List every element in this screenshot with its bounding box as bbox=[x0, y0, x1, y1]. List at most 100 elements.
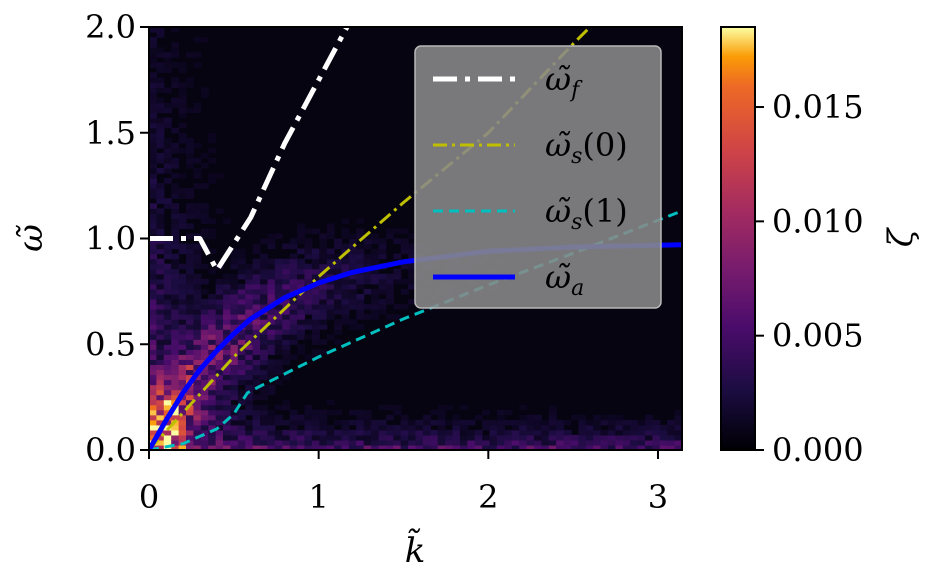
heatmap-cell bbox=[149, 137, 157, 144]
heatmap-cell bbox=[289, 339, 298, 345]
heatmap-cell bbox=[260, 258, 269, 265]
heatmap-cell bbox=[156, 444, 165, 450]
heatmap-cell bbox=[445, 429, 454, 436]
heatmap-cell bbox=[171, 268, 180, 275]
heatmap-cell bbox=[452, 434, 461, 441]
heatmap-cell bbox=[408, 298, 417, 305]
heatmap-cell bbox=[245, 384, 254, 391]
heatmap-cell bbox=[593, 444, 602, 450]
heatmap-cell bbox=[163, 198, 172, 204]
heatmap-cell bbox=[186, 268, 195, 275]
heatmap-cell bbox=[289, 243, 298, 250]
heatmap-cell bbox=[593, 414, 602, 421]
heatmap-cell bbox=[311, 339, 320, 345]
heatmap-cell bbox=[215, 319, 224, 325]
heatmap-cell bbox=[149, 419, 157, 426]
heatmap-cell bbox=[282, 354, 291, 360]
heatmap-cell bbox=[652, 439, 661, 446]
heatmap-cell bbox=[267, 233, 276, 240]
heatmap-cell bbox=[400, 434, 409, 441]
heatmap-cell bbox=[237, 359, 246, 365]
heatmap-cell bbox=[245, 288, 254, 295]
heatmap-cell bbox=[267, 293, 276, 300]
heatmap-cell bbox=[282, 329, 291, 335]
heatmap-cell bbox=[459, 429, 468, 436]
heatmap-cell bbox=[297, 444, 306, 450]
heatmap-cell bbox=[186, 298, 195, 305]
heatmap-cell bbox=[548, 429, 557, 436]
heatmap-cell bbox=[385, 314, 394, 320]
heatmap-cell bbox=[156, 47, 165, 53]
heatmap-cell bbox=[363, 233, 372, 240]
heatmap-cell bbox=[334, 293, 343, 300]
heatmap-cell bbox=[163, 364, 172, 371]
heatmap-cell bbox=[363, 429, 372, 436]
heatmap-cell bbox=[230, 349, 239, 355]
heatmap-cell bbox=[149, 72, 157, 78]
heatmap-cell bbox=[171, 127, 180, 134]
heatmap-cell bbox=[282, 434, 291, 441]
heatmap-cell bbox=[178, 359, 187, 365]
heatmap-cell bbox=[282, 359, 291, 365]
heatmap-cell bbox=[178, 97, 187, 104]
heatmap-cell bbox=[193, 424, 202, 431]
heatmap-cell bbox=[341, 283, 350, 290]
heatmap-cell bbox=[149, 303, 157, 310]
heatmap-cell bbox=[393, 273, 402, 280]
heatmap-cell bbox=[326, 228, 335, 235]
heatmap-cell bbox=[200, 183, 209, 189]
heatmap-cell bbox=[371, 434, 380, 441]
heatmap-cell bbox=[260, 354, 269, 360]
heatmap-cell bbox=[186, 273, 195, 280]
heatmap-cell bbox=[163, 434, 172, 441]
heatmap-cell bbox=[311, 298, 320, 305]
heatmap-cell bbox=[156, 404, 165, 411]
heatmap-cell bbox=[260, 409, 269, 416]
heatmap-cell bbox=[163, 334, 172, 340]
heatmap-cell bbox=[311, 288, 320, 295]
heatmap-cell bbox=[215, 278, 224, 285]
heatmap-cell bbox=[208, 394, 217, 401]
heatmap-cell bbox=[304, 303, 313, 310]
heatmap-cell bbox=[400, 439, 409, 446]
heatmap-cell bbox=[163, 399, 172, 406]
heatmap-cell bbox=[200, 298, 209, 305]
heatmap-cell bbox=[526, 434, 535, 441]
heatmap-cell bbox=[149, 82, 157, 89]
heatmap-cell bbox=[200, 379, 209, 386]
heatmap-cell bbox=[274, 329, 283, 335]
heatmap-cell bbox=[193, 374, 202, 381]
heatmap-cell bbox=[326, 439, 335, 446]
heatmap-cell bbox=[378, 288, 387, 295]
heatmap-cell bbox=[186, 344, 195, 350]
heatmap-cell bbox=[267, 364, 276, 371]
heatmap-cell bbox=[186, 444, 195, 450]
heatmap-cell bbox=[163, 162, 172, 169]
heatmap-cell bbox=[223, 379, 232, 386]
heatmap-cell bbox=[193, 439, 202, 446]
heatmap-cell bbox=[267, 238, 276, 245]
heatmap-cell bbox=[371, 429, 380, 436]
heatmap-cell bbox=[230, 339, 239, 345]
heatmap-cell bbox=[297, 349, 306, 355]
y-tick-label: 2.0 bbox=[85, 8, 136, 46]
heatmap-cell bbox=[208, 268, 217, 275]
heatmap-cell bbox=[208, 419, 217, 426]
heatmap-cell bbox=[578, 414, 587, 421]
heatmap-cell bbox=[149, 329, 157, 335]
heatmap-cell bbox=[186, 369, 195, 376]
heatmap-cell bbox=[415, 444, 424, 450]
heatmap-cell bbox=[156, 87, 165, 94]
heatmap-cell bbox=[363, 258, 372, 265]
heatmap-cell bbox=[178, 92, 187, 99]
heatmap-cell bbox=[156, 293, 165, 300]
heatmap-cell bbox=[282, 243, 291, 250]
heatmap-cell bbox=[237, 339, 246, 345]
heatmap-cell bbox=[267, 384, 276, 391]
heatmap-cell bbox=[363, 424, 372, 431]
heatmap-cell bbox=[149, 77, 157, 83]
heatmap-cell bbox=[186, 107, 195, 114]
heatmap-cell bbox=[163, 168, 172, 174]
heatmap-cell bbox=[193, 429, 202, 436]
heatmap-cell bbox=[356, 253, 365, 260]
